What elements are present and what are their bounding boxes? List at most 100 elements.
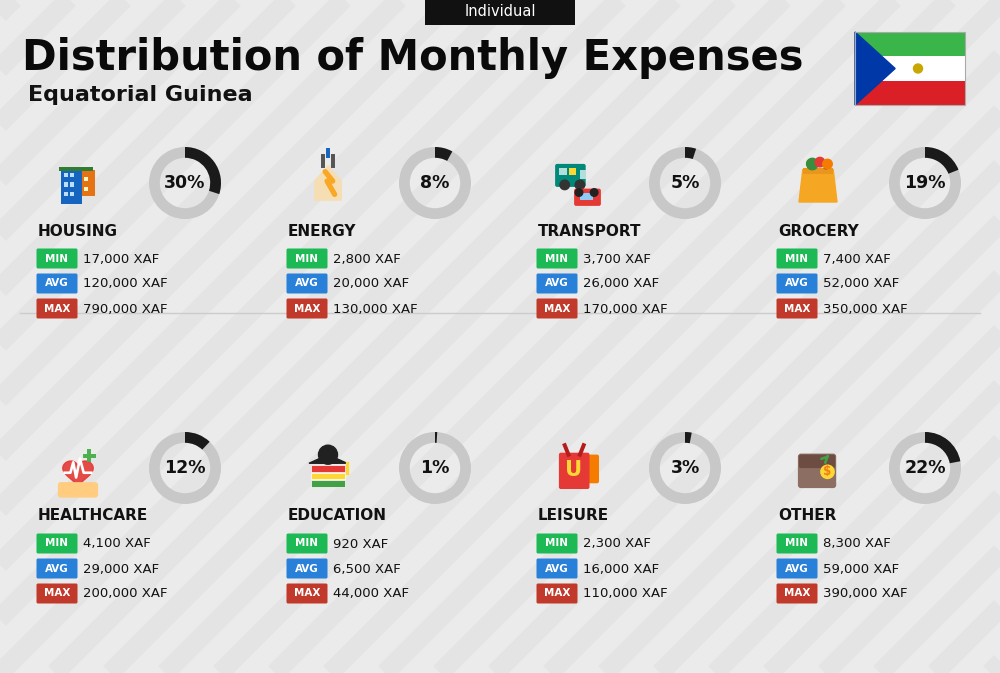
Text: MAX: MAX — [44, 588, 70, 598]
Text: MIN: MIN — [786, 254, 808, 264]
Text: MAX: MAX — [294, 588, 320, 598]
Text: 390,000 XAF: 390,000 XAF — [823, 588, 908, 600]
FancyBboxPatch shape — [64, 182, 68, 187]
Wedge shape — [889, 432, 961, 504]
Text: 16,000 XAF: 16,000 XAF — [583, 563, 659, 575]
Text: MAX: MAX — [544, 588, 570, 598]
Wedge shape — [149, 432, 221, 504]
Wedge shape — [185, 432, 210, 450]
Text: AVG: AVG — [295, 563, 319, 573]
Text: 59,000 XAF: 59,000 XAF — [823, 563, 899, 575]
FancyBboxPatch shape — [84, 187, 88, 190]
Text: MIN: MIN — [546, 254, 568, 264]
FancyBboxPatch shape — [64, 192, 68, 197]
Wedge shape — [185, 147, 221, 194]
Text: AVG: AVG — [45, 279, 69, 289]
FancyBboxPatch shape — [559, 453, 590, 489]
Text: 17,000 XAF: 17,000 XAF — [83, 252, 159, 266]
Circle shape — [823, 160, 832, 169]
Circle shape — [575, 180, 585, 190]
Wedge shape — [149, 147, 221, 219]
Text: 20,000 XAF: 20,000 XAF — [333, 277, 409, 291]
FancyBboxPatch shape — [70, 182, 74, 187]
Text: AVG: AVG — [45, 563, 69, 573]
Text: MIN: MIN — [786, 538, 808, 548]
FancyBboxPatch shape — [776, 299, 818, 318]
Text: 2,800 XAF: 2,800 XAF — [333, 252, 401, 266]
Polygon shape — [63, 461, 93, 488]
Wedge shape — [399, 432, 471, 504]
FancyBboxPatch shape — [70, 192, 74, 197]
Circle shape — [914, 64, 922, 73]
FancyBboxPatch shape — [776, 248, 818, 269]
Wedge shape — [685, 147, 696, 159]
FancyBboxPatch shape — [36, 583, 78, 604]
Text: MIN: MIN — [46, 254, 68, 264]
FancyBboxPatch shape — [803, 168, 833, 174]
Text: AVG: AVG — [785, 563, 809, 573]
Text: 30%: 30% — [164, 174, 206, 192]
FancyBboxPatch shape — [855, 32, 965, 57]
FancyBboxPatch shape — [578, 454, 599, 483]
FancyBboxPatch shape — [855, 57, 965, 81]
FancyBboxPatch shape — [536, 583, 578, 604]
FancyBboxPatch shape — [536, 273, 578, 293]
FancyBboxPatch shape — [287, 559, 328, 579]
Text: 120,000 XAF: 120,000 XAF — [83, 277, 168, 291]
Text: MAX: MAX — [44, 304, 70, 314]
FancyBboxPatch shape — [82, 170, 95, 197]
Circle shape — [560, 180, 569, 190]
FancyBboxPatch shape — [287, 534, 328, 553]
Wedge shape — [685, 432, 692, 444]
Text: MAX: MAX — [784, 588, 810, 598]
FancyBboxPatch shape — [555, 164, 586, 187]
Wedge shape — [399, 147, 471, 219]
Text: $: $ — [823, 465, 832, 479]
FancyBboxPatch shape — [36, 248, 78, 269]
Circle shape — [807, 158, 818, 170]
Text: AVG: AVG — [545, 279, 569, 289]
Text: 22%: 22% — [904, 459, 946, 477]
Text: OTHER: OTHER — [778, 509, 836, 524]
Text: 4,100 XAF: 4,100 XAF — [83, 538, 151, 551]
Text: Distribution of Monthly Expenses: Distribution of Monthly Expenses — [22, 37, 804, 79]
Wedge shape — [889, 147, 961, 219]
Circle shape — [815, 157, 825, 167]
FancyBboxPatch shape — [287, 583, 328, 604]
Text: 29,000 XAF: 29,000 XAF — [83, 563, 159, 575]
Wedge shape — [435, 432, 437, 443]
Text: TRANSPORT: TRANSPORT — [538, 223, 642, 238]
Text: GROCERY: GROCERY — [778, 223, 859, 238]
Text: HEALTHCARE: HEALTHCARE — [38, 509, 148, 524]
FancyBboxPatch shape — [568, 168, 576, 176]
FancyBboxPatch shape — [61, 170, 82, 204]
Text: MAX: MAX — [784, 304, 810, 314]
Text: 26,000 XAF: 26,000 XAF — [583, 277, 659, 291]
Text: 790,000 XAF: 790,000 XAF — [83, 302, 168, 316]
FancyBboxPatch shape — [318, 458, 338, 464]
FancyBboxPatch shape — [536, 534, 578, 553]
FancyBboxPatch shape — [776, 583, 818, 604]
FancyBboxPatch shape — [580, 192, 593, 200]
FancyBboxPatch shape — [82, 170, 95, 197]
Polygon shape — [855, 32, 895, 105]
Text: MAX: MAX — [294, 304, 320, 314]
Text: EDUCATION: EDUCATION — [288, 509, 387, 524]
FancyBboxPatch shape — [36, 559, 78, 579]
Text: AVG: AVG — [295, 279, 319, 289]
Text: 19%: 19% — [904, 174, 946, 192]
Text: 170,000 XAF: 170,000 XAF — [583, 302, 668, 316]
Text: 12%: 12% — [164, 459, 206, 477]
FancyBboxPatch shape — [559, 168, 567, 176]
Text: MAX: MAX — [544, 304, 570, 314]
FancyBboxPatch shape — [536, 299, 578, 318]
Text: 1%: 1% — [420, 459, 450, 477]
FancyBboxPatch shape — [798, 454, 836, 488]
FancyBboxPatch shape — [36, 299, 78, 318]
Text: 8%: 8% — [420, 174, 450, 192]
Text: AVG: AVG — [545, 563, 569, 573]
Text: 200,000 XAF: 200,000 XAF — [83, 588, 168, 600]
FancyBboxPatch shape — [287, 273, 328, 293]
Text: MIN: MIN — [296, 254, 318, 264]
Polygon shape — [799, 170, 837, 202]
